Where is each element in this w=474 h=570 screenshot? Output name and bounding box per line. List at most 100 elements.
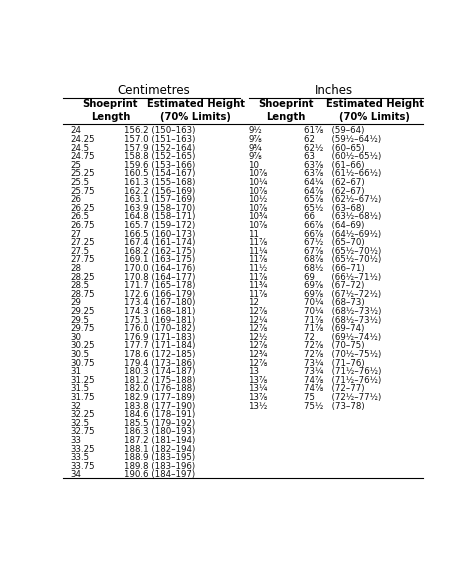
Text: 182.9 (177–189): 182.9 (177–189) <box>124 393 195 402</box>
Text: 33.25: 33.25 <box>70 445 95 454</box>
Text: 69⅞   (67–72): 69⅞ (67–72) <box>303 281 364 290</box>
Text: 65⅞   (62½–67½): 65⅞ (62½–67½) <box>303 195 381 204</box>
Text: 67⅞   (65½–70½): 67⅞ (65½–70½) <box>303 247 381 256</box>
Text: 9½: 9½ <box>248 127 262 135</box>
Text: 170.0 (164–176): 170.0 (164–176) <box>124 264 195 273</box>
Text: 13: 13 <box>248 367 259 376</box>
Text: 33: 33 <box>70 436 81 445</box>
Text: 163.9 (158–170): 163.9 (158–170) <box>124 203 195 213</box>
Text: 168.2 (162–175): 168.2 (162–175) <box>124 247 195 256</box>
Text: 9⅞: 9⅞ <box>248 135 262 144</box>
Text: Estimated Height
(70% Limits): Estimated Height (70% Limits) <box>146 99 245 121</box>
Text: 10¼: 10¼ <box>248 178 268 187</box>
Text: 27.25: 27.25 <box>70 238 95 247</box>
Text: 69⅞   (67½–72½): 69⅞ (67½–72½) <box>303 290 381 299</box>
Text: 67½   (65–70): 67½ (65–70) <box>303 238 364 247</box>
Text: 31.5: 31.5 <box>70 384 90 393</box>
Text: 174.3 (168–181): 174.3 (168–181) <box>124 307 195 316</box>
Text: 24.25: 24.25 <box>70 135 95 144</box>
Text: 33.5: 33.5 <box>70 453 90 462</box>
Text: 157.9 (152–164): 157.9 (152–164) <box>124 144 195 153</box>
Text: 27.5: 27.5 <box>70 247 90 256</box>
Text: 12¼: 12¼ <box>248 316 268 324</box>
Text: 26.25: 26.25 <box>70 203 95 213</box>
Text: 64⅞   (62–67): 64⅞ (62–67) <box>303 186 364 196</box>
Text: 30.5: 30.5 <box>70 350 90 359</box>
Text: 62      (59½–64½): 62 (59½–64½) <box>303 135 381 144</box>
Text: 171.7 (165–178): 171.7 (165–178) <box>124 281 195 290</box>
Text: 181.2 (175–188): 181.2 (175–188) <box>124 376 195 385</box>
Text: 10¾: 10¾ <box>248 213 268 221</box>
Text: 29.5: 29.5 <box>70 316 89 324</box>
Text: 188.9 (183–195): 188.9 (183–195) <box>124 453 195 462</box>
Text: 160.5 (154–167): 160.5 (154–167) <box>124 169 195 178</box>
Text: 24.5: 24.5 <box>70 144 90 153</box>
Text: 178.6 (172–185): 178.6 (172–185) <box>124 350 195 359</box>
Text: 68½   (66–71): 68½ (66–71) <box>303 264 364 273</box>
Text: 166.5 (160–173): 166.5 (160–173) <box>124 230 195 239</box>
Text: 167.4 (161–174): 167.4 (161–174) <box>124 238 195 247</box>
Text: 11¾: 11¾ <box>248 281 268 290</box>
Text: 24.75: 24.75 <box>70 152 95 161</box>
Text: 185.5 (179–192): 185.5 (179–192) <box>124 419 195 428</box>
Text: 180.3 (174–187): 180.3 (174–187) <box>124 367 195 376</box>
Text: 190.6 (184–197): 190.6 (184–197) <box>124 470 195 479</box>
Text: 189.8 (183–196): 189.8 (183–196) <box>124 462 195 471</box>
Text: 26: 26 <box>70 195 81 204</box>
Text: 12: 12 <box>248 298 259 307</box>
Text: 11⅞: 11⅞ <box>248 272 268 282</box>
Text: 11⅞: 11⅞ <box>248 290 268 299</box>
Text: Inches: Inches <box>315 84 353 97</box>
Text: 29: 29 <box>70 298 81 307</box>
Text: 157.0 (151–163): 157.0 (151–163) <box>124 135 195 144</box>
Text: 66⅞   (64–69): 66⅞ (64–69) <box>303 221 364 230</box>
Text: 172.6 (166–179): 172.6 (166–179) <box>124 290 195 299</box>
Text: 12⅞: 12⅞ <box>248 341 268 351</box>
Text: 65½   (63–68): 65½ (63–68) <box>303 203 364 213</box>
Text: 27: 27 <box>70 230 81 239</box>
Text: 156.2 (150–163): 156.2 (150–163) <box>124 127 195 135</box>
Text: 28.5: 28.5 <box>70 281 90 290</box>
Text: 170.8 (164–177): 170.8 (164–177) <box>124 272 195 282</box>
Text: Centimetres: Centimetres <box>118 84 190 97</box>
Text: 26.75: 26.75 <box>70 221 95 230</box>
Text: 10⅞: 10⅞ <box>248 169 268 178</box>
Text: 169.1 (163–175): 169.1 (163–175) <box>124 255 195 264</box>
Text: 13½: 13½ <box>248 402 268 410</box>
Text: 9¾: 9¾ <box>248 144 262 153</box>
Text: 12⅞: 12⅞ <box>248 307 268 316</box>
Text: 186.3 (180–193): 186.3 (180–193) <box>124 428 195 437</box>
Text: 75      (72½–77½): 75 (72½–77½) <box>303 393 381 402</box>
Text: 70¼   (68–73): 70¼ (68–73) <box>303 298 364 307</box>
Text: 175.1 (169–181): 175.1 (169–181) <box>124 316 195 324</box>
Text: 184.6 (178–191): 184.6 (178–191) <box>124 410 195 419</box>
Text: Shoeprint
Length: Shoeprint Length <box>82 99 138 121</box>
Text: 63⅞   (61–66): 63⅞ (61–66) <box>303 161 364 170</box>
Text: 28: 28 <box>70 264 81 273</box>
Text: 28.75: 28.75 <box>70 290 95 299</box>
Text: 72⅞   (70½–75½): 72⅞ (70½–75½) <box>303 350 381 359</box>
Text: 30.25: 30.25 <box>70 341 95 351</box>
Text: 34: 34 <box>70 470 81 479</box>
Text: 24: 24 <box>70 127 81 135</box>
Text: 32.25: 32.25 <box>70 410 95 419</box>
Text: 11: 11 <box>248 230 259 239</box>
Text: 61⅞   (59–64): 61⅞ (59–64) <box>303 127 364 135</box>
Text: 13¼: 13¼ <box>248 384 268 393</box>
Text: 10⅞: 10⅞ <box>248 221 268 230</box>
Text: 163.1 (157–169): 163.1 (157–169) <box>124 195 195 204</box>
Text: 32.5: 32.5 <box>70 419 90 428</box>
Text: 11⅞: 11⅞ <box>248 255 268 264</box>
Text: 30.75: 30.75 <box>70 359 95 368</box>
Text: 158.8 (152–165): 158.8 (152–165) <box>124 152 195 161</box>
Text: 74⅞   (71½–76½): 74⅞ (71½–76½) <box>303 376 381 385</box>
Text: 176.0 (170–182): 176.0 (170–182) <box>124 324 195 333</box>
Text: 173.4 (167–180): 173.4 (167–180) <box>124 298 195 307</box>
Text: 188.1 (182–194): 188.1 (182–194) <box>124 445 195 454</box>
Text: 26.5: 26.5 <box>70 213 90 221</box>
Text: 69      (66½–71½): 69 (66½–71½) <box>303 272 381 282</box>
Text: 10⅞: 10⅞ <box>248 186 268 196</box>
Text: 32.75: 32.75 <box>70 428 95 437</box>
Text: Estimated Height
(70% Limits): Estimated Height (70% Limits) <box>326 99 424 121</box>
Text: 11⅞: 11⅞ <box>248 238 268 247</box>
